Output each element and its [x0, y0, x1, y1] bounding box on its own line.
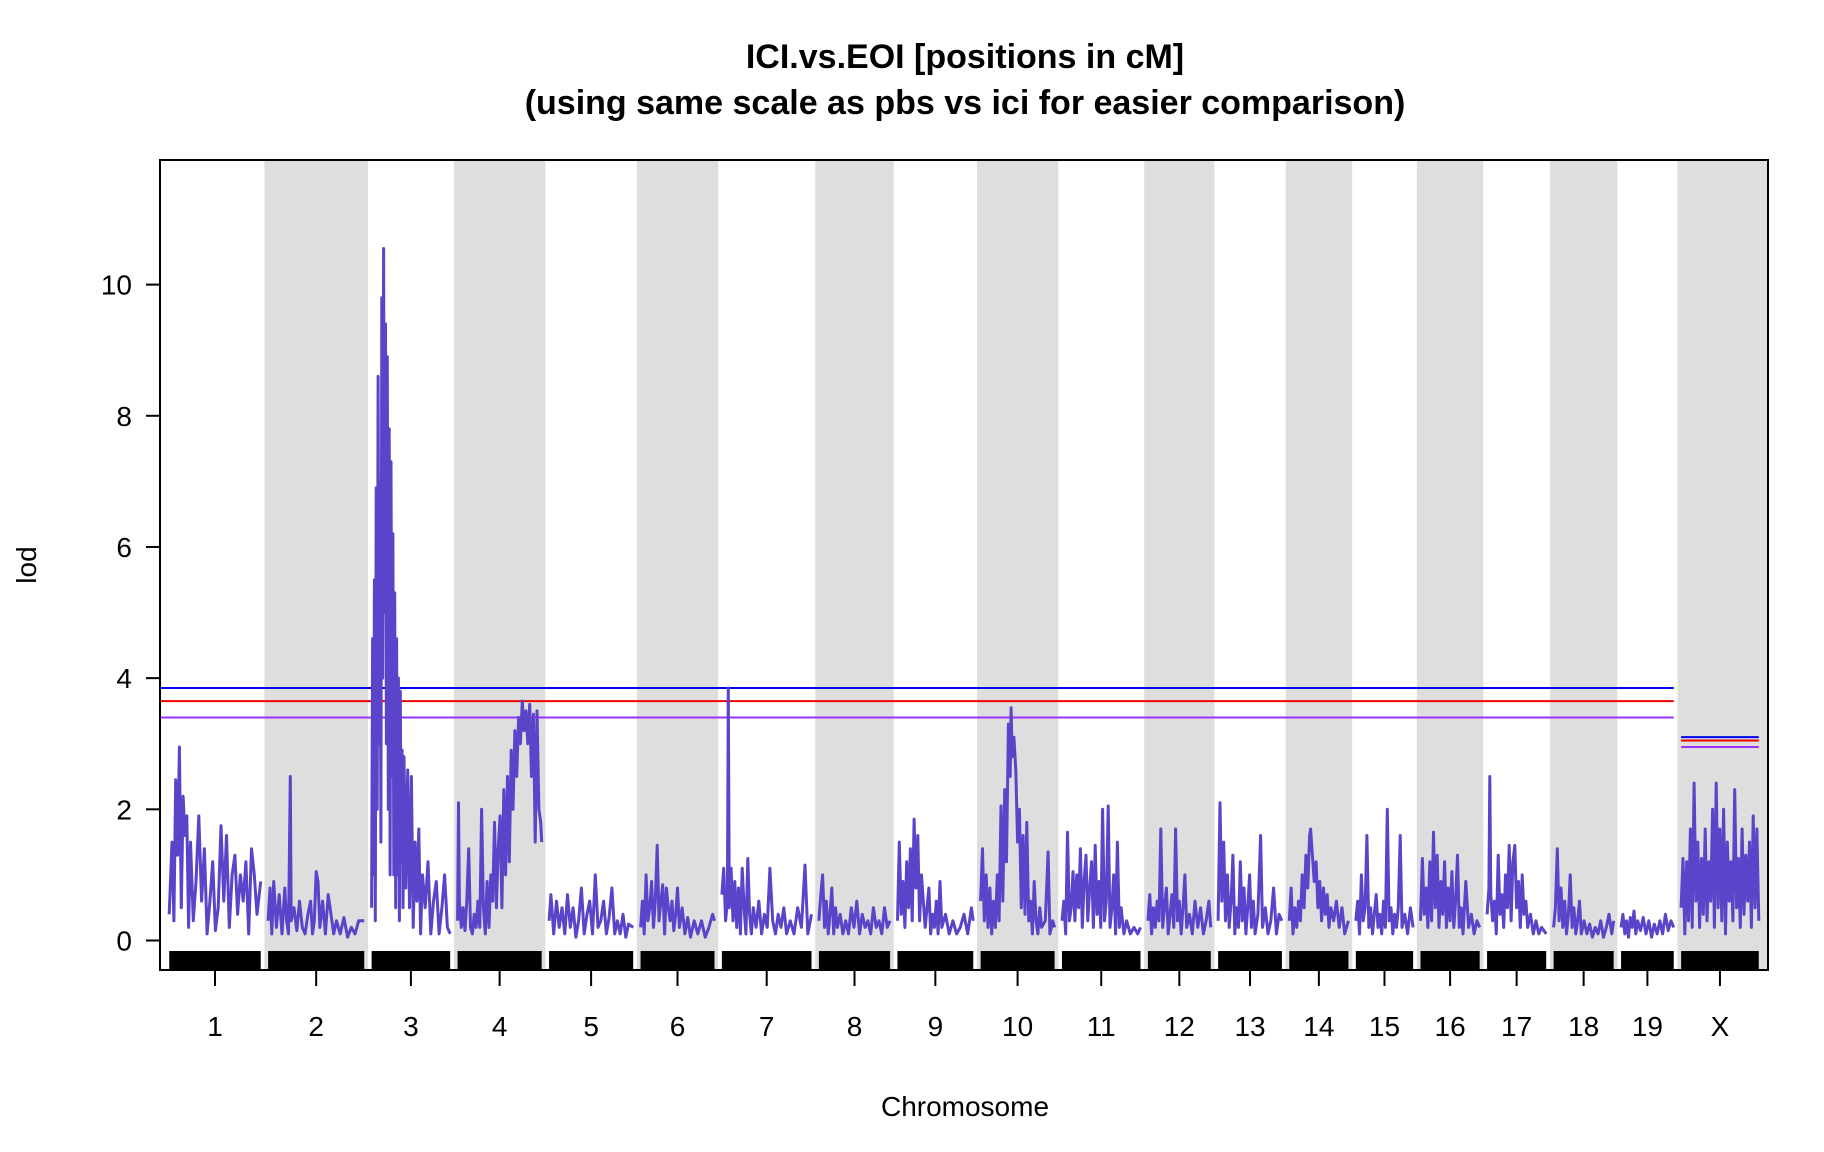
x-tick-label-14: 14	[1303, 1011, 1334, 1042]
band-chr-14	[1285, 160, 1353, 970]
lod-line-chr-12	[1146, 827, 1213, 936]
x-tick-label-17: 17	[1501, 1011, 1532, 1042]
x-tick-label-4: 4	[492, 1011, 508, 1042]
rug-chr-4	[457, 951, 542, 969]
marker-rug	[169, 951, 1759, 969]
x-tick-label-1: 1	[207, 1011, 223, 1042]
lod-line-chr-6	[639, 843, 716, 939]
rug-chr-9	[897, 951, 974, 969]
lod-line-chr-3	[370, 247, 452, 936]
x-tick-label-12: 12	[1164, 1011, 1195, 1042]
lod-line-chr-16	[1419, 830, 1482, 936]
rug-chr-3	[371, 951, 451, 969]
rug-chr-17	[1487, 951, 1547, 969]
rug-chr-13	[1218, 951, 1282, 969]
x-axis: 1 2 3 4 5 6 7 8 9 10 11 12 13 14 15 16 17 18 19 X	[207, 970, 1730, 1042]
x-tick-label-3: 3	[403, 1011, 419, 1042]
rug-chr-12	[1147, 951, 1211, 969]
y-tick-label-2: 2	[116, 794, 132, 825]
rug-chr-15	[1355, 951, 1414, 969]
lod-line-chr-14	[1287, 827, 1350, 936]
band-chr-8	[815, 160, 894, 970]
chart-title: ICI.vs.EOI [positions in cM]	[746, 38, 1184, 76]
y-tick-label-8: 8	[116, 401, 132, 432]
x-tick-label-10: 10	[1002, 1011, 1033, 1042]
y-axis: 0 2 4 6 8 10	[101, 270, 161, 956]
lod-line-chr-4	[456, 699, 544, 936]
band-chr-6	[636, 160, 719, 970]
y-axis-label: lod	[11, 546, 42, 583]
y-tick-label-0: 0	[116, 925, 132, 956]
chart-subtitle: (using same scale as pbs vs ici for easi…	[525, 84, 1406, 122]
y-tick-label-6: 6	[116, 532, 132, 563]
lod-line-chr-18	[1552, 847, 1616, 939]
lod-line-chr-9	[896, 817, 975, 936]
lod-line-chr-17	[1485, 775, 1548, 936]
lod-line-chr-5	[547, 873, 635, 939]
x-tick-label-18: 18	[1568, 1011, 1599, 1042]
x-tick-label-19: 19	[1632, 1011, 1663, 1042]
x-axis-label: Chromosome	[881, 1091, 1049, 1122]
rug-chr-X	[1681, 951, 1759, 969]
lod-line-chr-11	[1060, 804, 1142, 936]
x-tick-label-15: 15	[1369, 1011, 1400, 1042]
x-tick-label-X: X	[1711, 1011, 1730, 1042]
rug-chr-16	[1420, 951, 1480, 969]
rug-chr-1	[169, 951, 261, 969]
band-chr-10	[976, 160, 1059, 970]
x-tick-label-13: 13	[1234, 1011, 1265, 1042]
band-chr-16	[1416, 160, 1484, 970]
x-tick-label-5: 5	[583, 1011, 599, 1042]
lod-line-chr-X	[1679, 781, 1761, 936]
rug-chr-19	[1621, 951, 1674, 969]
x-tick-label-6: 6	[670, 1011, 686, 1042]
lod-line-chr-19	[1619, 909, 1676, 939]
rug-chr-14	[1289, 951, 1349, 969]
rug-chr-8	[818, 951, 891, 969]
x-tick-label-7: 7	[759, 1011, 775, 1042]
lod-line-chr-7	[720, 686, 813, 936]
y-tick-label-10: 10	[101, 270, 132, 301]
rug-chr-6	[640, 951, 715, 969]
y-tick-label-4: 4	[116, 663, 132, 694]
rug-chr-18	[1553, 951, 1614, 969]
x-tick-label-11: 11	[1087, 1011, 1116, 1042]
band-chr-12	[1144, 160, 1215, 970]
lod-line-chr-8	[817, 873, 892, 936]
chromosome-bands	[264, 160, 1768, 970]
lod-line-chr-13	[1216, 801, 1284, 936]
band-chr-18	[1549, 160, 1618, 970]
rug-chr-10	[980, 951, 1055, 969]
lod-line-chr-15	[1354, 807, 1415, 936]
x-tick-label-9: 9	[928, 1011, 944, 1042]
x-tick-label-8: 8	[847, 1011, 863, 1042]
rug-chr-11	[1061, 951, 1141, 969]
band-chr-2	[264, 160, 368, 970]
x-tick-label-2: 2	[308, 1011, 324, 1042]
threshold-lines	[160, 686, 1759, 749]
lod-line-chr-10	[979, 706, 1057, 936]
rug-chr-2	[268, 951, 365, 969]
lod-series	[167, 247, 1761, 939]
rug-chr-7	[721, 951, 812, 969]
x-tick-label-16: 16	[1435, 1011, 1466, 1042]
lod-line-chr-1	[167, 745, 263, 936]
rug-chr-5	[549, 951, 634, 969]
lod-line-chr-2	[266, 775, 365, 939]
